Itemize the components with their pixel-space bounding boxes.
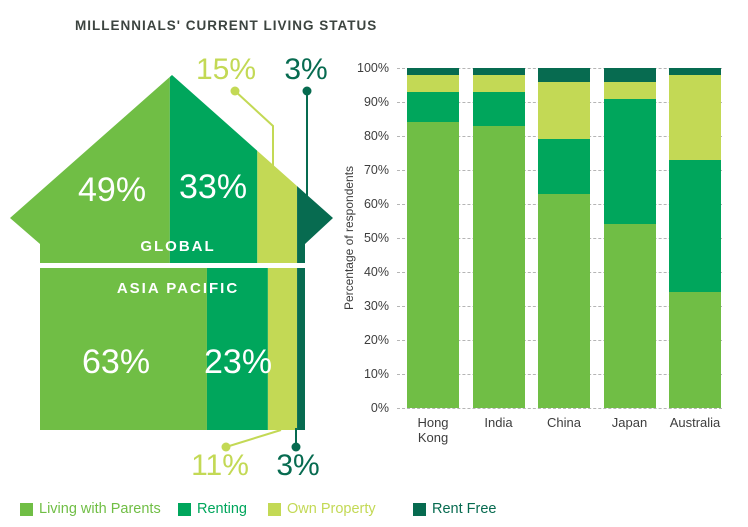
asia-pacific-segment-own xyxy=(267,268,298,430)
legend-label: Living with Parents xyxy=(39,501,161,517)
legend-swatch-icon xyxy=(413,502,426,516)
ytick-label-60%: 60% xyxy=(363,197,389,211)
bar-china-rentfree xyxy=(538,68,590,82)
bar-australia-own xyxy=(669,74,721,160)
legend-label: Own Property xyxy=(287,501,376,517)
ytick-label-40%: 40% xyxy=(363,265,389,279)
apac-rent-free-value: 3% xyxy=(276,449,320,482)
bar-hong-kong-parents xyxy=(407,122,459,408)
callout-line-own-property-global xyxy=(234,90,274,168)
legend-item-living-with-parents: Living with Parents xyxy=(20,501,161,517)
callout-line-own-property-apac xyxy=(225,429,282,448)
bar-japan-own xyxy=(603,81,656,99)
global-parents-value: 49% xyxy=(78,171,147,209)
legend-swatch-icon xyxy=(268,502,281,516)
bar-australia-parents xyxy=(669,292,721,408)
category-label-japan: Japan xyxy=(611,415,648,430)
category-label-china: China xyxy=(547,415,581,430)
apac-own-property-value: 11% xyxy=(191,449,249,482)
category-label-australia: Australia xyxy=(669,415,721,430)
house-asia-pacific-section xyxy=(40,268,305,430)
ytick-label-80%: 80% xyxy=(363,129,389,143)
bar-chart: Percentage of respondents 0% 10% 20% 30% 40%… xyxy=(342,61,722,445)
bar-india-own xyxy=(472,74,525,92)
legend-item-rent-free: Rent Free xyxy=(413,501,496,517)
ytick-label-100%: 100% xyxy=(357,61,389,75)
category-label-hong-kong: Hong Kong xyxy=(417,415,449,445)
bar-australia-rentfree xyxy=(669,68,721,75)
bar-china-parents xyxy=(538,193,590,408)
plot-area xyxy=(397,68,722,409)
callout-dot-rent-free-global xyxy=(302,86,312,96)
bar-china-renting xyxy=(538,139,590,194)
ytick-label-10%: 10% xyxy=(363,367,389,381)
legend-label: Rent Free xyxy=(432,501,497,517)
legend-item-renting: Renting xyxy=(178,501,247,517)
ytick-label-0%: 0% xyxy=(370,401,389,415)
page-title: MILLENNIALS' CURRENT LIVING STATUS xyxy=(75,18,378,33)
asia-pacific-segment-renting xyxy=(206,268,268,430)
bar-hong-kong-renting xyxy=(407,91,459,123)
callout-dot-rent-free-apac xyxy=(291,442,301,452)
global-own-property-value: 15% xyxy=(195,53,257,86)
bar-india-parents xyxy=(472,125,525,408)
apac-parents-value: 63% xyxy=(82,343,151,381)
bar-hong-kong-rentfree xyxy=(407,68,459,75)
global-renting-value: 33% xyxy=(179,168,248,206)
global-segment-own xyxy=(257,75,298,263)
bar-japan-renting xyxy=(603,98,656,225)
global-segment-rentfree xyxy=(297,75,333,263)
gridline-0% xyxy=(397,408,722,409)
bar-hong-kong-own xyxy=(407,74,459,92)
ytick-label-50%: 50% xyxy=(363,231,389,245)
legend-swatch-icon xyxy=(178,502,191,516)
asia-pacific-segment-rentfree xyxy=(297,268,305,430)
ytick-label-90%: 90% xyxy=(363,95,389,109)
legend: Living with Parents Renting Own Property Re… xyxy=(0,501,748,521)
ytick-label-30%: 30% xyxy=(363,299,389,313)
asia-pacific-section-label: ASIA PACIFIC xyxy=(116,280,240,297)
bar-india-rentfree xyxy=(472,68,525,75)
legend-swatch-icon xyxy=(20,502,33,516)
ytick-label-70%: 70% xyxy=(363,163,389,177)
bar-india-renting xyxy=(472,91,525,126)
asia-pacific-segment-parents xyxy=(40,268,207,430)
bar-japan-parents xyxy=(603,224,656,408)
legend-label: Renting xyxy=(197,501,247,517)
global-section-label: GLOBAL xyxy=(140,238,216,255)
category-label-india: India xyxy=(484,415,513,430)
house-callouts xyxy=(221,86,312,452)
global-rent-free-value: 3% xyxy=(284,53,328,86)
apac-renting-value: 23% xyxy=(204,343,273,381)
callout-dot-own-property-global xyxy=(230,86,240,96)
bar-china-own xyxy=(538,81,590,140)
ytick-label-20%: 20% xyxy=(363,333,389,347)
bar-japan-rentfree xyxy=(603,68,656,82)
legend-item-own-property: Own Property xyxy=(268,501,376,517)
bar-australia-renting xyxy=(669,159,721,293)
callout-dot-own-property-apac xyxy=(221,442,231,452)
